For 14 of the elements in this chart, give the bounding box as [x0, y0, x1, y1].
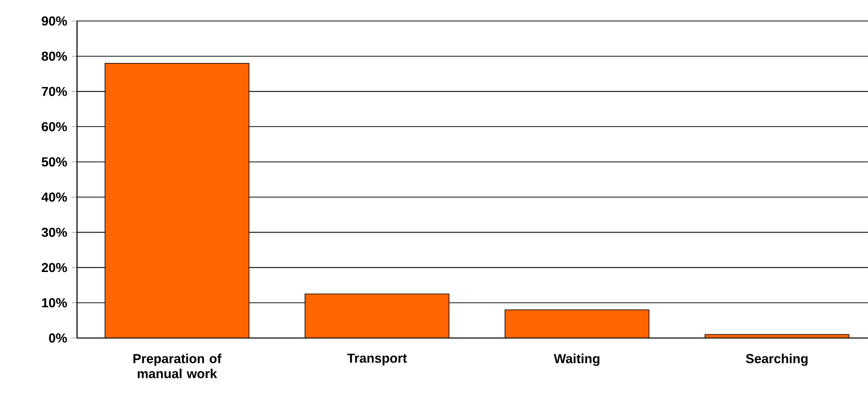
x-tick-label: Preparation of manual work: [133, 354, 222, 378]
y-tick-label: 60%: [42, 122, 67, 132]
x-tick-label: Searching: [746, 354, 808, 366]
y-tick-label: 90%: [42, 16, 67, 26]
y-tick-label: 10%: [42, 298, 67, 308]
y-tick-label: 50%: [42, 157, 67, 166]
x-tick-label: Waiting: [554, 354, 600, 366]
y-tick-label: 20%: [42, 262, 67, 272]
y-tick-label: 30%: [42, 228, 67, 237]
y-tick-label: 80%: [42, 52, 67, 61]
y-tick-label: 70%: [42, 86, 67, 96]
y-tick-label: 0%: [49, 333, 67, 343]
x-tick-label: Transport: [347, 354, 407, 366]
y-tick-label: 40%: [41, 192, 67, 202]
